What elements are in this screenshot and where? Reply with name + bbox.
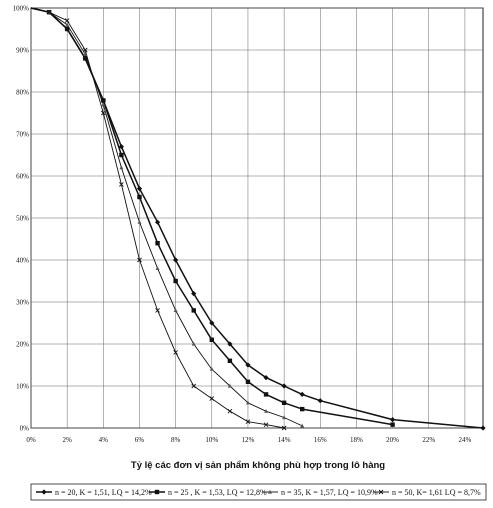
y-axis: 0% 10% 20% 30% 40% 50% 60% 70% 80% 90% 100% [13, 5, 30, 433]
data-point-series-3 [191, 341, 196, 346]
y-tick-label: 40% [16, 257, 29, 265]
data-point-series-3 [245, 400, 250, 405]
data-point-series-1 [209, 320, 215, 326]
data-point-series-4 [46, 9, 52, 15]
series-line-3 [30, 7, 303, 427]
legend-swatch-marker [154, 489, 160, 495]
x-tick-label: 10% [205, 436, 218, 444]
data-point-series-1 [136, 186, 143, 192]
data-point-series-1 [317, 398, 323, 404]
y-tick-label: 50% [16, 215, 29, 223]
data-point-series-1 [281, 383, 287, 389]
x-axis-title: Tỷ lệ các đơn vị sản phẩm không phù hợp … [131, 460, 385, 471]
data-point-series-3 [282, 415, 287, 420]
grid [30, 7, 483, 429]
y-tick-label: 90% [16, 47, 29, 55]
data-point-series-2 [101, 98, 106, 103]
data-point-series-4 [245, 419, 251, 425]
data-point-series-4 [281, 425, 287, 431]
data-point-series-2 [281, 400, 287, 405]
data-point-series-3 [227, 383, 232, 388]
data-point-series-3 [137, 220, 142, 224]
data-point-series-1 [118, 144, 124, 150]
data-point-series-2 [155, 241, 160, 246]
data-point-series-4 [191, 383, 197, 389]
x-tick-label: 18% [350, 436, 363, 444]
x-axis: 0% 2% 4% 6% 8% 10% 12% 14% 16% 18% 20% 22% 24% [26, 436, 471, 444]
y-tick-label: 60% [16, 173, 29, 181]
data-point-series-1 [173, 257, 179, 263]
data-point-series-4 [64, 18, 70, 23]
x-tick-label: 14% [278, 436, 291, 444]
data-point-series-3 [65, 22, 70, 27]
x-tick-label: 4% [99, 436, 109, 444]
data-point-series-2 [300, 406, 305, 412]
data-point-series-2 [191, 308, 196, 313]
data-point-series-4 [263, 422, 269, 427]
data-point-series-3 [101, 102, 106, 107]
x-tick-label: 20% [386, 436, 399, 444]
data-point-series-4 [137, 257, 142, 263]
series-markers [46, 9, 486, 431]
data-point-series-4 [82, 47, 88, 53]
data-point-series-4 [119, 182, 124, 187]
y-tick-label: 0% [20, 425, 30, 433]
legend-label: n = 25 , K = 1,53, LQ = 12,8% [168, 488, 267, 497]
data-point-series-4 [209, 396, 215, 401]
x-tick-label: 12% [242, 436, 255, 444]
legend: n = 20, K = 1,51, LQ = 14,2% n = 25 , K =… [36, 488, 481, 497]
data-point-series-3 [173, 308, 178, 312]
x-tick-label: 24% [458, 436, 471, 444]
data-point-series-3 [209, 367, 214, 371]
y-tick-label: 70% [16, 131, 29, 139]
data-point-series-4 [101, 110, 106, 116]
data-point-series-2 [83, 56, 88, 61]
data-point-series-4 [227, 408, 233, 414]
data-point-series-3 [264, 409, 269, 413]
data-point-series-3 [155, 266, 160, 270]
data-point-series-2 [263, 392, 269, 397]
data-point-series-1 [263, 375, 269, 381]
y-tick-label: 30% [16, 299, 29, 307]
legend-swatch-marker [268, 489, 272, 494]
data-point-series-1 [480, 425, 486, 431]
y-tick-label: 100% [13, 5, 30, 13]
legend-box [30, 483, 487, 501]
data-point-series-2 [119, 152, 124, 158]
data-point-series-2 [64, 26, 70, 32]
data-point-series-3 [83, 52, 88, 56]
data-point-series-4 [155, 308, 160, 313]
data-point-series-2 [227, 358, 233, 363]
x-tick-label: 2% [62, 436, 72, 444]
data-point-series-1 [390, 417, 396, 423]
data-point-series-1 [299, 391, 305, 397]
data-point-series-1 [227, 341, 233, 347]
data-point-series-2 [390, 422, 395, 427]
data-point-series-3 [300, 423, 305, 428]
y-tick-label: 20% [16, 341, 29, 349]
x-tick-label: 6% [135, 436, 145, 444]
data-point-series-1 [245, 362, 251, 368]
data-point-series-1 [154, 219, 161, 225]
y-tick-label: 10% [16, 383, 29, 391]
data-point-series-1 [191, 291, 197, 297]
x-tick-label: 16% [314, 436, 327, 444]
data-point-series-2 [137, 194, 142, 200]
legend-label: n = 35, K = 1,57, LQ = 10,9% [281, 488, 378, 497]
data-point-series-4 [173, 350, 178, 355]
legend-label: n = 20, K = 1,51, LQ = 14,2% [55, 488, 152, 497]
x-tick-label: 8% [171, 436, 181, 444]
data-point-series-2 [209, 337, 214, 342]
data-point-series-2 [245, 379, 251, 384]
x-tick-label: 22% [422, 436, 435, 444]
data-point-series-3 [119, 165, 124, 170]
legend-swatch-marker [41, 489, 47, 495]
data-point-series-2 [173, 278, 178, 284]
legend-label: n = 50, K= 1,61 LQ = 8,7% [392, 488, 481, 497]
legend-swatch-marker [378, 489, 384, 495]
x-tick-label: 0% [26, 436, 36, 444]
y-tick-label: 80% [16, 89, 29, 97]
